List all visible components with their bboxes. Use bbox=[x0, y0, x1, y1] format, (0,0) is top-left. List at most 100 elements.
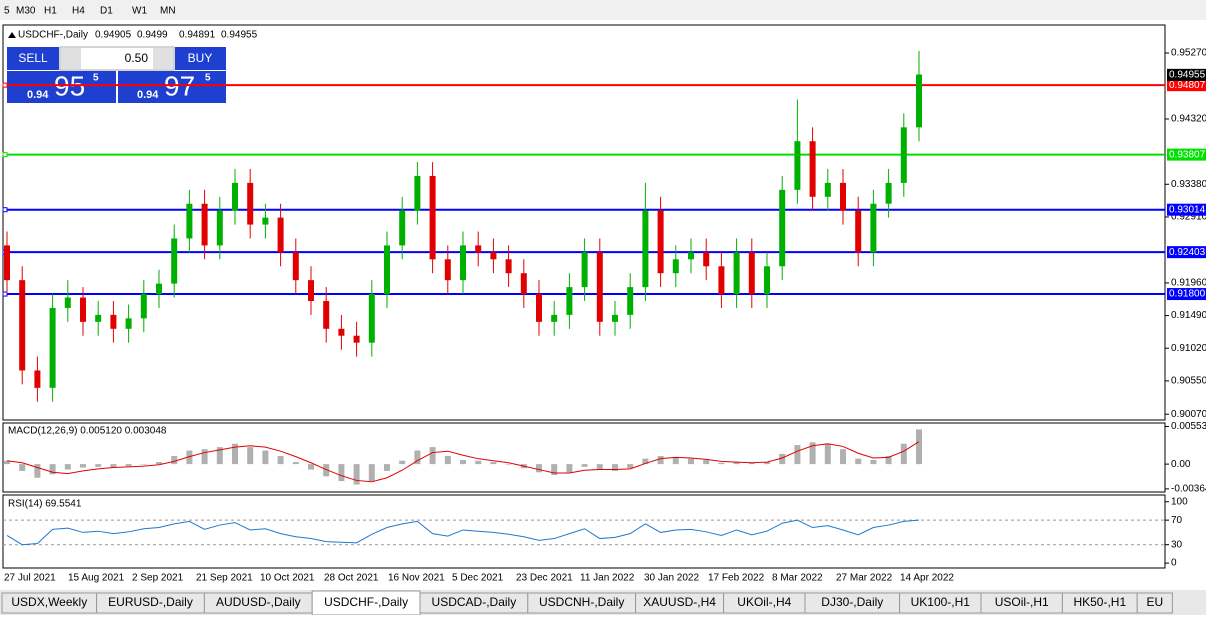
candle-body bbox=[627, 287, 634, 315]
y-tick-label: 0.90550 bbox=[1171, 376, 1206, 387]
candle-body bbox=[444, 259, 451, 281]
macd-bar bbox=[216, 447, 223, 465]
sell-big: 0.94 bbox=[27, 89, 49, 101]
volume-down[interactable] bbox=[61, 48, 81, 69]
candle-body bbox=[688, 252, 694, 260]
candle-body bbox=[429, 175, 436, 260]
macd-bar bbox=[95, 464, 102, 467]
time-label: 14 Apr 2022 bbox=[900, 573, 954, 584]
time-label: 15 Aug 2021 bbox=[68, 573, 125, 584]
ohlc-close: 0.94955 bbox=[221, 30, 258, 41]
level-tag bbox=[1167, 203, 1206, 216]
candle-body bbox=[551, 314, 558, 322]
macd-bar bbox=[855, 458, 862, 465]
candle-body bbox=[308, 280, 314, 301]
candle-body bbox=[885, 182, 892, 204]
time-label: 8 Mar 2022 bbox=[772, 573, 823, 584]
macd-bar bbox=[277, 455, 284, 465]
volume-input[interactable] bbox=[59, 46, 175, 71]
macd-bar bbox=[232, 443, 238, 465]
buy-price[interactable] bbox=[118, 71, 226, 103]
candle-body bbox=[125, 318, 132, 329]
y-tick-label: 0.94320 bbox=[1171, 114, 1206, 125]
timeframe-button[interactable]: H4 bbox=[72, 6, 85, 17]
buy-big: 0.94 bbox=[137, 89, 159, 101]
macd-bar bbox=[748, 462, 755, 465]
y-tick-label: 0.93380 bbox=[1171, 179, 1206, 190]
macd-bar bbox=[596, 464, 603, 470]
macd-bar bbox=[156, 462, 162, 465]
sell-frac: 5 bbox=[93, 73, 99, 84]
time-label: 2 Sep 2021 bbox=[132, 573, 184, 584]
candle-body bbox=[733, 252, 740, 295]
macd-bar bbox=[840, 449, 846, 465]
candle-body bbox=[840, 182, 846, 211]
time-label: 10 Oct 2021 bbox=[260, 573, 315, 584]
macd-bar bbox=[566, 464, 573, 473]
tab-label: DJ30-,Daily bbox=[821, 595, 883, 609]
y-tick-label: 0.91490 bbox=[1171, 310, 1206, 321]
macd-bar bbox=[688, 458, 694, 465]
candle-body bbox=[764, 266, 770, 295]
macd-bar bbox=[429, 447, 436, 465]
rsi-line bbox=[6, 519, 920, 546]
sell-button[interactable] bbox=[7, 47, 59, 70]
timeframe-button[interactable]: 5 bbox=[4, 6, 10, 17]
timeframe-button[interactable]: H1 bbox=[44, 6, 57, 17]
candle-body bbox=[384, 245, 390, 295]
macd-bar bbox=[399, 460, 406, 465]
level-handle bbox=[2, 152, 8, 158]
candle-body bbox=[916, 74, 922, 128]
macd-bar bbox=[672, 457, 679, 465]
sell-price[interactable] bbox=[7, 71, 116, 103]
macd-bar bbox=[353, 464, 360, 485]
macd-bar bbox=[900, 443, 907, 465]
y-tick-label: 0.00 bbox=[1171, 459, 1191, 470]
macd-bar bbox=[824, 443, 831, 465]
collapse-icon[interactable] bbox=[8, 32, 16, 38]
level-tag bbox=[1167, 246, 1206, 259]
y-tick-label: 0.95270 bbox=[1171, 48, 1206, 59]
time-label: 28 Oct 2021 bbox=[324, 573, 379, 584]
time-label: 16 Nov 2021 bbox=[388, 573, 445, 584]
volume-up[interactable] bbox=[153, 48, 173, 69]
timeframe-button[interactable]: M30 bbox=[16, 6, 36, 17]
candle-body bbox=[156, 283, 162, 295]
candle-body bbox=[703, 252, 710, 267]
time-label: 27 Jul 2021 bbox=[4, 573, 56, 584]
macd-bar bbox=[368, 464, 375, 482]
ohlc-low: 0.94891 bbox=[179, 30, 216, 41]
candle-body bbox=[140, 294, 147, 319]
candle-body bbox=[171, 238, 178, 284]
buy-button[interactable] bbox=[175, 47, 226, 70]
timeframe-button[interactable]: MN bbox=[160, 6, 176, 17]
level-tag bbox=[1167, 148, 1206, 161]
macd-bar bbox=[80, 464, 86, 468]
macd-bar bbox=[475, 460, 482, 465]
candle-body bbox=[657, 210, 664, 274]
tab-label: AUDUSD-,Daily bbox=[216, 595, 301, 609]
candle-body bbox=[870, 203, 877, 253]
candle-body bbox=[794, 141, 801, 190]
time-label: 5 Dec 2021 bbox=[452, 573, 504, 584]
macd-label: MACD(12,26,9) 0.005120 0.003048 bbox=[8, 426, 167, 437]
candle-body bbox=[505, 259, 512, 274]
tab-label: USDX,Weekly bbox=[11, 595, 87, 609]
volume: 0.50 bbox=[125, 51, 149, 65]
timeframe-button[interactable]: W1 bbox=[132, 6, 147, 17]
macd-bar bbox=[444, 455, 451, 465]
candle-body bbox=[64, 297, 71, 308]
y-tick-label: 0 bbox=[1171, 558, 1177, 569]
candle-body bbox=[460, 245, 466, 281]
timeframe-button[interactable]: D1 bbox=[100, 6, 113, 17]
macd-bar bbox=[384, 464, 390, 471]
level-label: 0.93014 bbox=[1169, 204, 1206, 215]
macd-signal bbox=[6, 441, 920, 483]
macd-bar bbox=[733, 462, 740, 465]
candle-body bbox=[4, 245, 10, 281]
tab[interactable] bbox=[1136, 592, 1173, 614]
rsi-label: RSI(14) 69.5541 bbox=[8, 499, 82, 510]
current-price: 0.94955 bbox=[1169, 70, 1206, 81]
macd-bar bbox=[505, 464, 512, 465]
candle-body bbox=[277, 217, 284, 253]
